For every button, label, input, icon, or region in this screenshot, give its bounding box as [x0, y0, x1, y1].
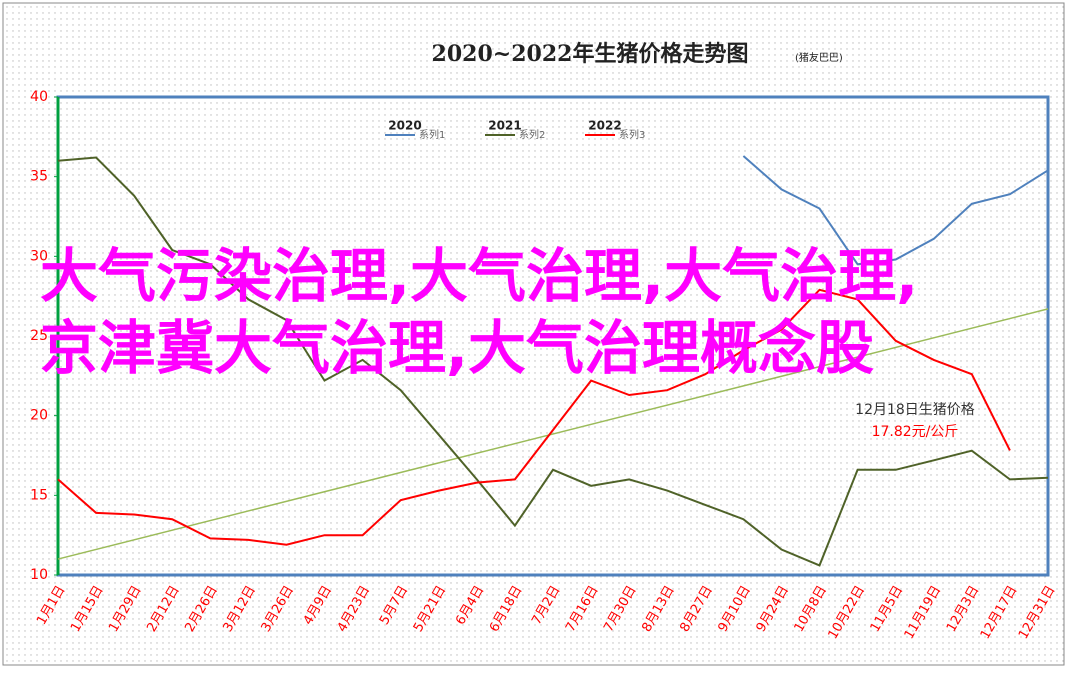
y-tick-label: 25 — [30, 328, 48, 344]
annotation: 17.82元/公斤 — [872, 424, 959, 440]
trendline — [57, 308, 1049, 560]
annotation: 12月18日生猪价格 — [855, 402, 975, 418]
y-tick-label: 15 — [30, 487, 48, 503]
legend-label: 系列3 — [619, 128, 645, 141]
y-tick-label: 10 — [30, 567, 48, 583]
legend-year: 2022 — [588, 119, 621, 133]
legend-year: 2020 — [388, 119, 421, 133]
legend-label: 系列2 — [519, 128, 545, 141]
legend-label: 系列1 — [419, 128, 445, 141]
y-tick-label: 30 — [30, 248, 48, 264]
series-line — [57, 288, 1011, 546]
legend-year: 2021 — [488, 119, 521, 133]
y-tick-label: 20 — [30, 408, 48, 424]
chart-title: 2020~2022年生猪价格走势图 — [432, 41, 749, 67]
overlay-text: 大气污染治理,大气治理,大气治理,京津冀大气治理,大气治理概念股 — [40, 242, 919, 382]
chart-subtitle: (猪友巴巴) — [795, 51, 843, 64]
series-line — [742, 155, 1049, 266]
series-line — [57, 156, 1049, 567]
y-tick-label: 35 — [30, 169, 48, 185]
y-tick-label: 40 — [30, 89, 48, 105]
